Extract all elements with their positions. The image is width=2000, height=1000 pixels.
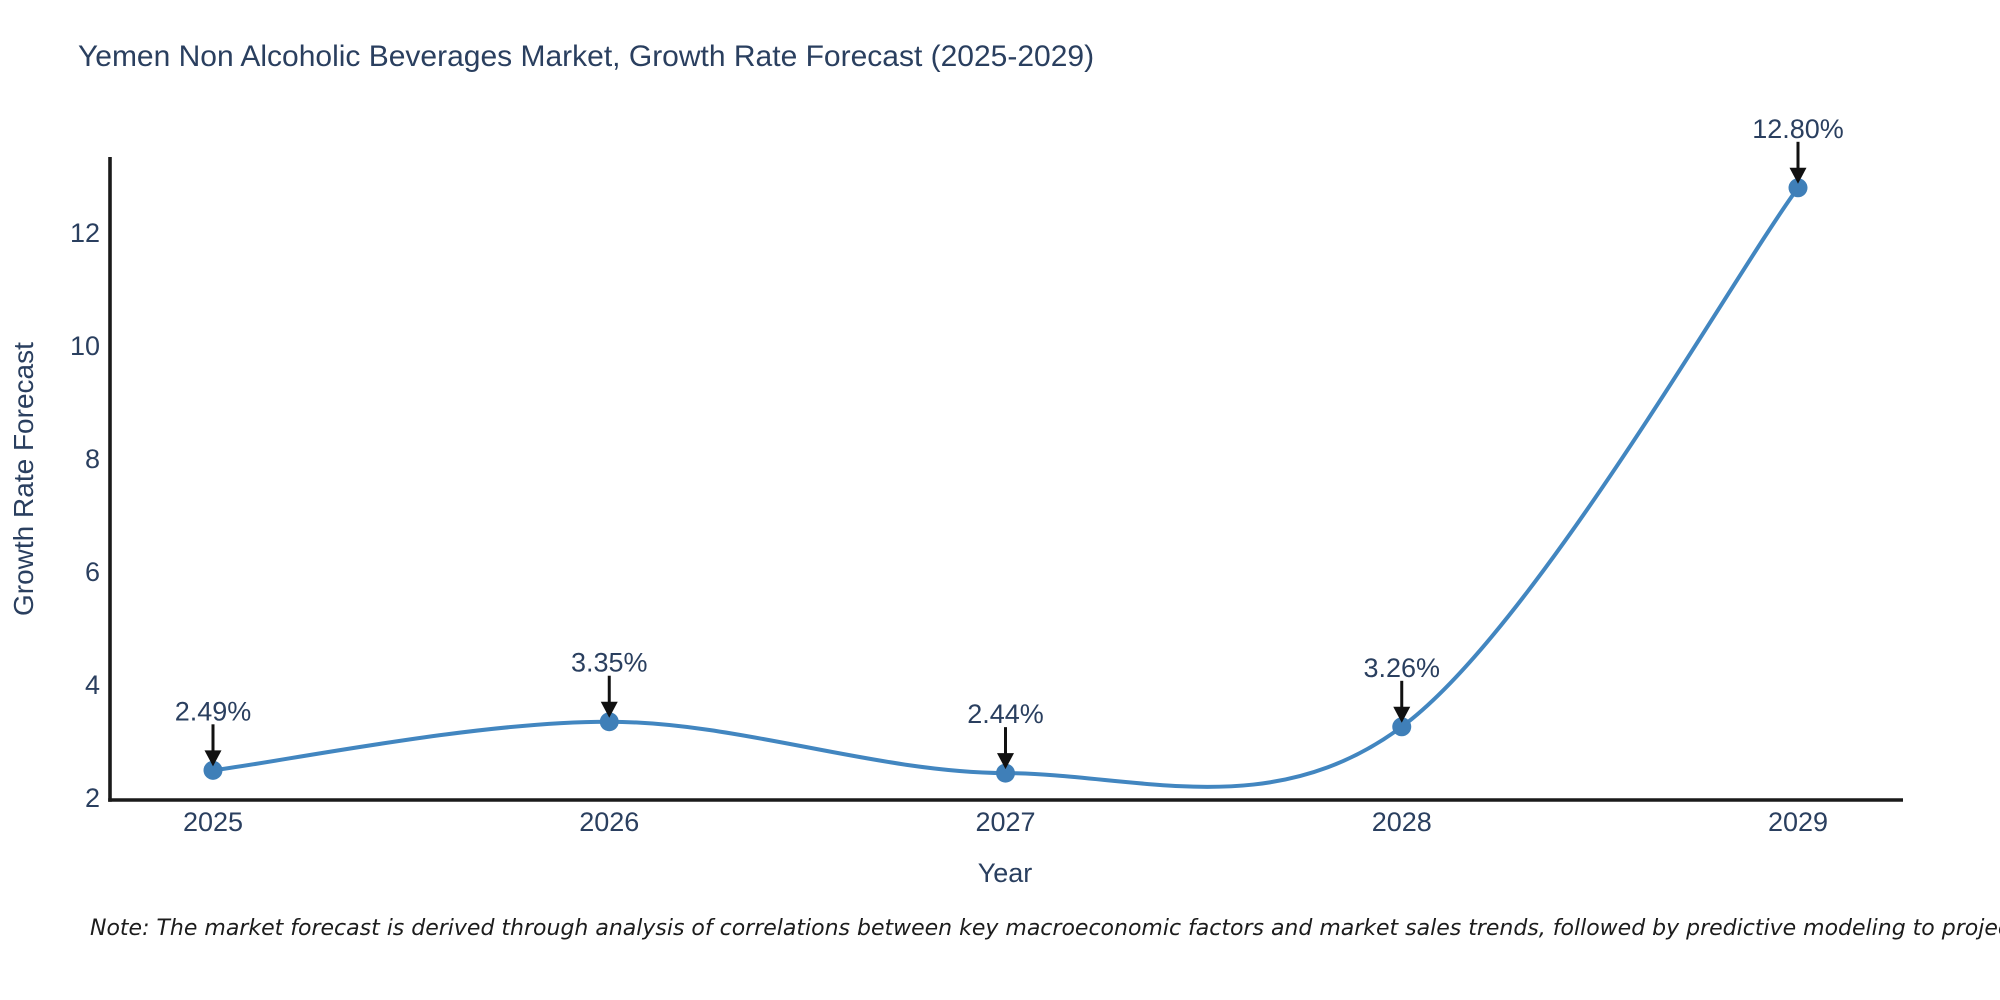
- y-tick-label-12: 12: [70, 218, 100, 248]
- x-tick-label-2026: 2026: [579, 807, 639, 837]
- x-tick-label-2029: 2029: [1768, 807, 1828, 837]
- annotation-arrowhead-2028: [1393, 706, 1411, 723]
- point-label-2028: 3.26%: [1363, 653, 1440, 683]
- footnote: Note: The market forecast is derived thr…: [90, 916, 2000, 941]
- annotation-arrowhead-2027: [997, 753, 1014, 770]
- point-label-2026: 3.35%: [571, 648, 648, 678]
- point-label-2029: 12.80%: [1752, 114, 1844, 144]
- annotation-arrowhead-2029: [1789, 167, 1807, 184]
- chart-title: Yemen Non Alcoholic Beverages Market, Gr…: [78, 40, 1095, 73]
- y-tick-label-10: 10: [70, 331, 100, 361]
- x-axis-title: Year: [977, 858, 1033, 888]
- y-tick-label-2: 2: [85, 783, 100, 813]
- data-point-2025[interactable]: [203, 760, 223, 780]
- x-tick-label-2025: 2025: [183, 807, 243, 837]
- x-tick-label-2027: 2027: [975, 807, 1035, 837]
- data-point-2028[interactable]: [1392, 717, 1412, 737]
- y-tick-label-6: 6: [85, 557, 100, 587]
- x-tick-label-2028: 2028: [1372, 807, 1432, 837]
- data-point-2027[interactable]: [996, 763, 1015, 783]
- data-point-2029[interactable]: [1788, 178, 1808, 198]
- series-line: [212, 186, 1800, 789]
- point-label-2025: 2.49%: [175, 696, 252, 726]
- annotation-arrowhead-2025: [204, 750, 222, 767]
- y-tick-label-8: 8: [85, 444, 100, 474]
- point-label-2027: 2.44%: [967, 699, 1044, 729]
- data-point-2026[interactable]: [599, 712, 619, 732]
- y-tick-label-4: 4: [85, 670, 100, 700]
- annotation-arrowhead-2026: [600, 701, 618, 718]
